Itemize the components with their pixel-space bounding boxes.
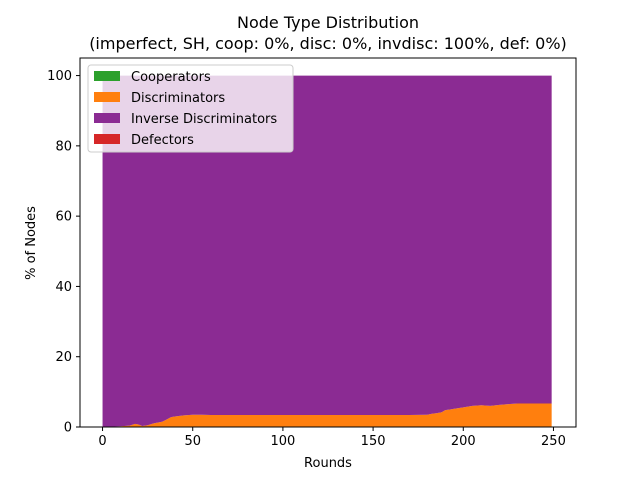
y-axis-ticks: 0 20 40 60 80 100 [47, 69, 80, 436]
legend-label: Cooperators [131, 70, 211, 85]
x-tick-label: 100 [270, 434, 295, 449]
legend-swatch [94, 71, 120, 81]
x-tick-label: 200 [451, 434, 476, 449]
y-tick-label: 0 [64, 421, 72, 436]
legend-swatch [94, 92, 120, 102]
y-tick-label: 80 [55, 139, 72, 154]
x-axis-label: Rounds [304, 456, 352, 471]
legend-label: Defectors [131, 133, 194, 148]
chart-title-line1: Node Type Distribution [237, 13, 419, 32]
chart-title-line2: (imperfect, SH, coop: 0%, disc: 0%, invd… [89, 34, 567, 53]
y-axis-label: % of Nodes [24, 206, 39, 280]
legend-swatch [94, 113, 120, 123]
x-tick-label: 250 [541, 434, 566, 449]
area-inverse-discriminators [102, 75, 552, 427]
area-discriminators [102, 403, 552, 427]
x-tick-label: 50 [184, 434, 201, 449]
y-tick-label: 20 [55, 350, 72, 365]
legend-swatch [94, 134, 120, 144]
area-series-group [102, 75, 552, 427]
x-tick-label: 0 [98, 434, 106, 449]
y-tick-label: 100 [47, 69, 72, 84]
x-axis-ticks: 0 50 100 150 200 250 [98, 427, 566, 449]
x-tick-label: 150 [361, 434, 386, 449]
y-tick-label: 60 [55, 210, 72, 225]
legend-label: Inverse Discriminators [131, 112, 277, 127]
legend-label: Discriminators [131, 91, 225, 106]
legend-box [87, 64, 294, 153]
y-tick-label: 40 [55, 280, 72, 295]
axes-frame [79, 57, 577, 428]
legend: Cooperators Discriminators Inverse Discrim… [87, 64, 294, 153]
